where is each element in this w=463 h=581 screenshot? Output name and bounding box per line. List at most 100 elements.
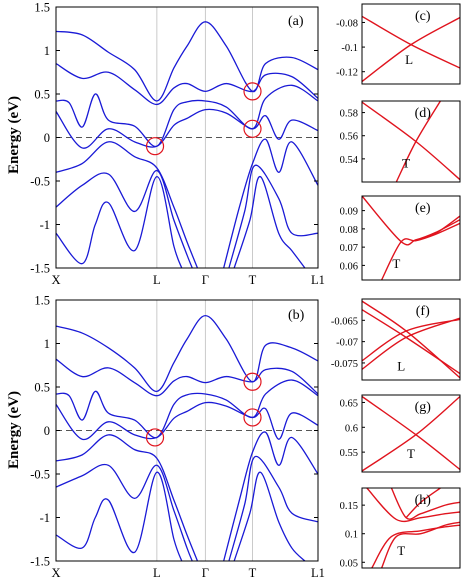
band-line-b-9 <box>233 471 306 561</box>
y-tick-label-b-4: -0.5 <box>30 468 50 482</box>
y-ticks-f: -0.065 -0.07 -0.075 <box>331 316 365 370</box>
y-tick-label-b-0: 1.5 <box>34 294 50 308</box>
inset-y-tick-label-h-1: 0.1 <box>345 530 358 541</box>
curves-d <box>362 101 460 182</box>
x-tick-label-a-3: T <box>249 273 257 287</box>
y-tick-label-b-2: 0.5 <box>34 381 50 395</box>
inset-panel-d: 0.58 0.56 0.54 (d) T <box>340 100 461 183</box>
inset-panel-e: 0.09 0.08 0.07 0.06 (e) T <box>340 195 461 281</box>
band-line-a-5 <box>223 138 318 268</box>
inset-frame-h <box>361 487 461 569</box>
bands-a <box>56 7 318 268</box>
point-label-e: T <box>392 256 400 271</box>
inset-curve-d-1 <box>395 101 441 182</box>
inset-curve-g-1 <box>362 395 460 472</box>
panel-label-d: (d) <box>415 106 432 121</box>
x-tick-label-b-4: L1 <box>311 566 325 580</box>
inset-curve-f-3 <box>362 318 460 362</box>
inset-frame-c <box>361 3 461 85</box>
band-line-a-0 <box>56 21 318 102</box>
inset-y-tick-label-c-2: -0.12 <box>336 68 358 79</box>
inset-y-tick-label-g-0: 0.65 <box>340 398 358 409</box>
y-ticks-d: 0.58 0.56 0.54 <box>340 109 365 166</box>
inset-frame-f <box>361 298 461 381</box>
band-line-b-7 <box>228 455 318 561</box>
y-tick-label-a-1: 1 <box>44 44 50 58</box>
band-line-a-7 <box>228 164 318 268</box>
inset-y-tick-label-f-1: -0.07 <box>336 338 358 349</box>
band-line-b-0 <box>56 315 318 392</box>
y-tick-label-a-4: -0.5 <box>30 175 50 189</box>
inset-curve-h-0 <box>366 488 460 523</box>
inset-y-tick-label-c-0: -0.08 <box>336 18 358 29</box>
y-axis-label-a: Energy (eV) <box>6 96 22 174</box>
inset-curve-e-1 <box>380 222 460 280</box>
band-line-a-2 <box>56 84 318 147</box>
x-tick-label-b-2: Γ <box>202 566 209 580</box>
band-line-a-8 <box>56 175 183 268</box>
band-line-b-5 <box>223 431 318 561</box>
band-line-a-9 <box>233 175 306 268</box>
inset-curve-d-0 <box>362 101 460 181</box>
inset-y-tick-label-h-2: 0.05 <box>340 558 358 569</box>
y-ticks-b: 1.5 1 0.5 0 -0.5 -1 -1.5 <box>30 294 318 569</box>
band-line-a-3 <box>56 108 318 149</box>
inset-curve-f-1 <box>362 309 460 375</box>
crossing-markers-b <box>145 372 262 447</box>
y-tick-label-b-3: 0 <box>44 424 50 438</box>
x-tick-label-a-4: L1 <box>311 273 325 287</box>
curves-f <box>362 300 460 379</box>
inset-panel-h: 0.15 0.1 0.05 (h) T <box>340 487 461 569</box>
band-line-b-3 <box>56 401 318 440</box>
y-ticks-h: 0.15 0.1 0.05 <box>340 501 365 569</box>
curves-g <box>362 395 460 472</box>
band-panel-a: Energy (eV) 1.5 1 0.5 0 -0.5 -1 -1.5 X L Γ T L1 (a… <box>6 1 325 288</box>
inset-frame-d <box>361 100 461 183</box>
band-line-a-6 <box>56 169 193 268</box>
inset-y-tick-label-h-0: 0.15 <box>340 501 358 512</box>
x-ticks-b: X L Γ T L1 <box>51 566 324 580</box>
y-axis-label-b: Energy (eV) <box>6 391 22 469</box>
inset-curve-c-1 <box>362 16 460 83</box>
inset-panel-g: 0.65 0.6 0.55 (g) T <box>340 394 461 473</box>
y-tick-label-b-5: -1 <box>40 511 50 525</box>
inset-frame-g <box>361 394 461 473</box>
crossing-marker-b-2 <box>243 408 262 427</box>
crossing-marker-b-0 <box>145 428 165 447</box>
x-tick-label-b-3: T <box>249 566 257 580</box>
panel-label-g: (g) <box>415 400 432 415</box>
inset-curve-h-4 <box>405 488 441 519</box>
point-label-h: T <box>397 543 405 558</box>
x-ticks-a: X L Γ T L1 <box>51 273 324 287</box>
curves-e <box>362 196 460 280</box>
y-tick-label-a-6: -1.5 <box>30 262 50 276</box>
x-tick-label-a-0: X <box>51 273 60 287</box>
crossing-marker-a-1 <box>243 82 262 101</box>
band-line-b-6 <box>56 463 193 561</box>
inset-curve-h-2 <box>380 521 460 568</box>
inset-curve-f-0 <box>362 300 460 379</box>
inset-y-tick-label-g-2: 0.55 <box>340 448 358 459</box>
x-tick-label-b-0: X <box>51 566 60 580</box>
x-tick-label-a-1: L <box>153 273 161 287</box>
inset-y-tick-label-d-0: 0.58 <box>340 109 358 120</box>
panel-label-e: (e) <box>415 201 431 216</box>
inset-y-tick-label-c-1: -0.1 <box>341 43 358 54</box>
panel-label-c: (c) <box>415 9 431 24</box>
band-line-b-2 <box>56 379 318 439</box>
band-line-b-8 <box>56 471 183 561</box>
inset-y-tick-label-g-1: 0.6 <box>345 423 358 434</box>
point-label-d: T <box>402 155 410 170</box>
y-ticks-c: -0.08 -0.1 -0.12 <box>336 18 365 79</box>
inset-curve-f-2 <box>362 317 460 370</box>
x-tick-label-a-2: Γ <box>202 273 209 287</box>
point-label-f: L <box>397 358 405 373</box>
y-ticks-e: 0.09 0.08 0.07 0.06 <box>340 207 365 272</box>
y-tick-label-a-5: -1 <box>40 218 50 232</box>
band-line-a-4 <box>56 141 199 268</box>
inset-panel-f: -0.065 -0.07 -0.075 (f) L <box>331 298 461 381</box>
inset-y-tick-label-f-0: -0.065 <box>331 316 358 327</box>
inset-y-tick-label-d-2: 0.54 <box>340 155 359 166</box>
inset-curve-e-2 <box>415 215 460 241</box>
